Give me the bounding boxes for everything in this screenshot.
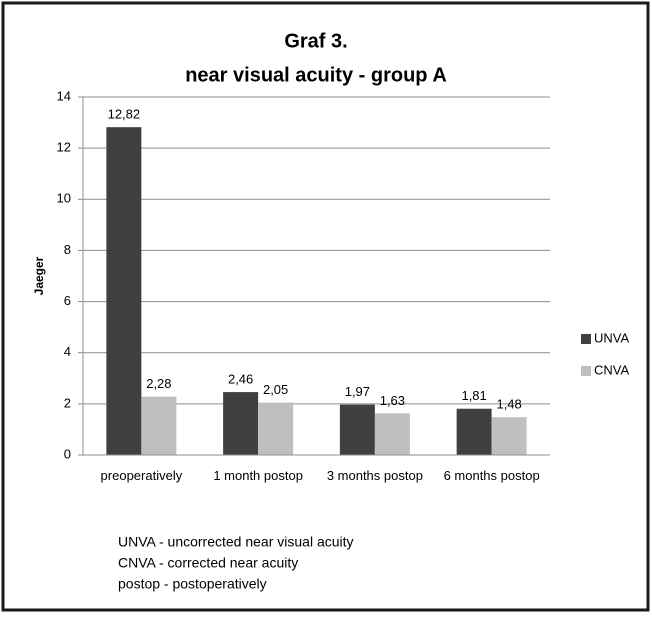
footnote: UNVA - uncorrected near visual acuity <box>118 534 354 550</box>
data-label: 2,28 <box>146 376 171 391</box>
x-tick-label-box: preoperatively <box>100 468 183 483</box>
data-label: 2,46 <box>228 372 253 387</box>
y-tick-label: 10 <box>57 191 71 206</box>
y-tick-label: 14 <box>57 88 71 103</box>
legend-label: UNVA <box>594 330 629 345</box>
y-tick-label: 6 <box>64 293 71 308</box>
bar <box>339 404 375 455</box>
data-label: 12,82 <box>108 107 141 122</box>
bar <box>491 417 527 455</box>
legend-swatch <box>581 334 591 344</box>
legend-label: CNVA <box>594 362 629 377</box>
bar <box>456 408 492 455</box>
y-tick-label: 12 <box>57 140 71 155</box>
x-tick-label: preoperatively <box>100 468 183 483</box>
x-tick-label-box: 3 months postop <box>326 468 423 483</box>
data-label: 2,05 <box>263 382 288 397</box>
data-label: 1,48 <box>496 397 521 412</box>
x-tick-label: 1 month postop <box>213 468 303 483</box>
y-tick-label: 8 <box>64 242 71 257</box>
bar <box>374 413 410 455</box>
x-tick-label-box: 6 months postop <box>443 468 540 483</box>
footnote: CNVA - corrected near acuity <box>118 555 298 571</box>
x-tick-label: 6 months postop <box>443 468 540 483</box>
x-tick-label: 3 months postop <box>326 468 423 483</box>
y-tick-label: 0 <box>64 446 71 461</box>
chart-subtitle: near visual acuity - group A <box>185 64 447 86</box>
y-tick-label: 4 <box>64 344 71 359</box>
data-label: 1,97 <box>345 384 370 399</box>
x-tick-label-box: 1 month postop <box>213 468 303 483</box>
y-tick-label: 2 <box>64 395 71 410</box>
legend-swatch <box>581 366 591 376</box>
bar <box>106 127 142 455</box>
footnote: postop - postoperatively <box>118 576 267 592</box>
y-axis-label: Jaeger <box>32 256 46 295</box>
bar <box>258 402 294 455</box>
chart-title: Graf 3. <box>284 30 347 52</box>
bar <box>141 396 177 455</box>
data-label: 1,81 <box>461 388 486 403</box>
bar <box>223 392 259 455</box>
data-label: 1,63 <box>380 393 405 408</box>
